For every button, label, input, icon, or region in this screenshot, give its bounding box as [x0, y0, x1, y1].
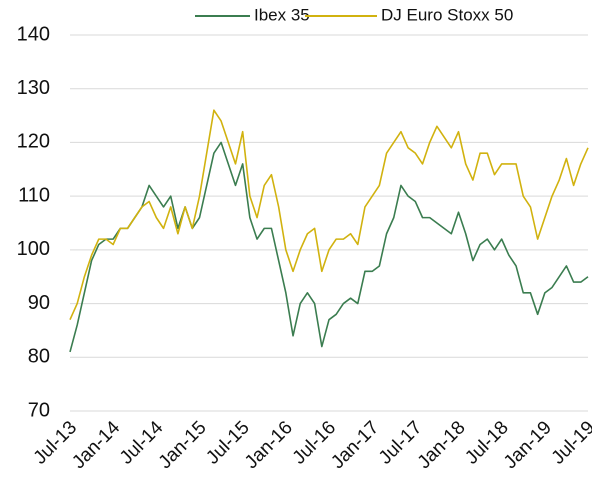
y-tick-label: 100 [17, 238, 50, 260]
x-tick-label: Jul-19 [548, 417, 592, 468]
y-tick-label: 90 [28, 292, 50, 314]
x-tick-label: Jan-19 [500, 417, 556, 473]
x-tick-label: Jan-15 [155, 417, 211, 473]
series-line [69, 109, 589, 321]
y-tick-label: 140 [17, 23, 50, 45]
y-tick-label: 130 [17, 77, 50, 99]
y-tick-label: 70 [28, 399, 50, 421]
legend-label: DJ Euro Stoxx 50 [381, 5, 513, 24]
legend-label: Ibex 35 [254, 5, 310, 24]
x-tick-label: Jan-17 [327, 417, 383, 473]
y-tick-label: 120 [17, 131, 50, 153]
y-tick-label: 80 [28, 346, 50, 368]
x-tick-label: Jan-16 [241, 417, 297, 473]
series-line [69, 141, 589, 353]
y-tick-label: 110 [18, 184, 50, 206]
x-tick-label: Jan-14 [68, 417, 124, 473]
x-tick-label: Jan-18 [414, 417, 470, 473]
